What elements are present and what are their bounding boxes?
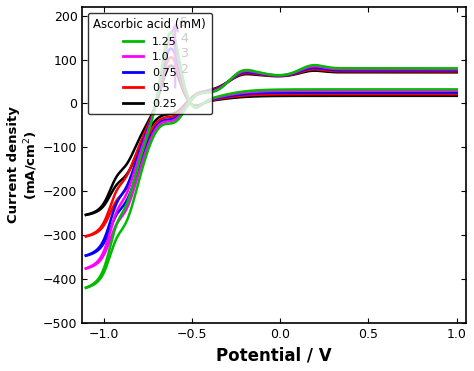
- Y-axis label: Current density
(mA/cm$^2$): Current density (mA/cm$^2$): [7, 106, 40, 223]
- Text: 3: 3: [181, 47, 188, 60]
- X-axis label: Potential / V: Potential / V: [216, 346, 332, 364]
- Text: 5: 5: [181, 16, 188, 29]
- Text: 4: 4: [181, 32, 188, 45]
- Legend: 1.25, 1.0, 0.75, 0.5, 0.25: 1.25, 1.0, 0.75, 0.5, 0.25: [88, 13, 212, 114]
- Text: 2: 2: [181, 63, 188, 76]
